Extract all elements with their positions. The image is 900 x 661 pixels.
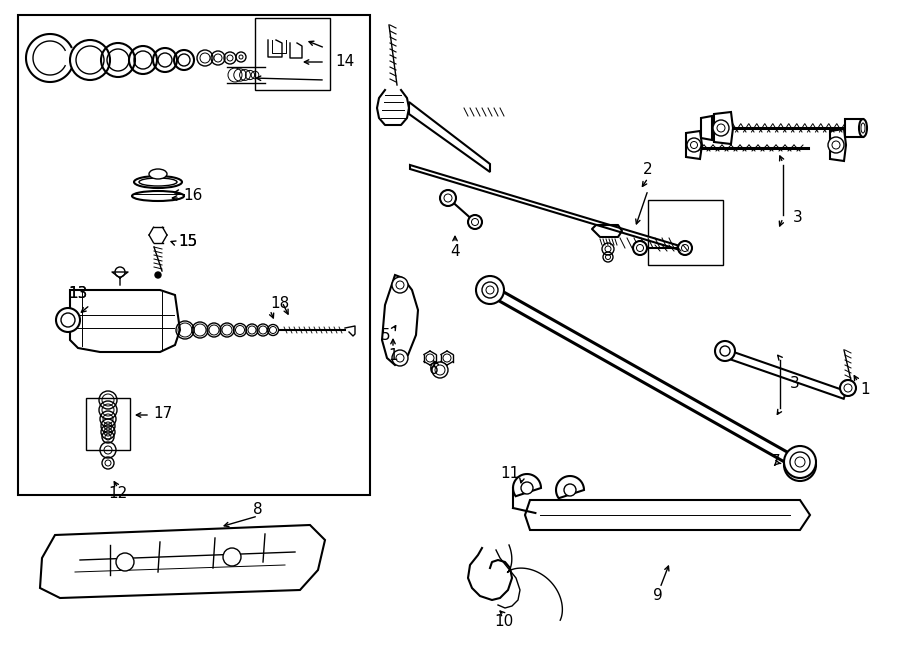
Circle shape — [840, 380, 856, 396]
Text: 12: 12 — [108, 486, 128, 502]
Text: 8: 8 — [253, 502, 263, 518]
Circle shape — [432, 362, 448, 378]
Polygon shape — [556, 476, 584, 498]
Ellipse shape — [134, 176, 182, 188]
Text: 1: 1 — [388, 348, 398, 364]
Text: 16: 16 — [183, 188, 202, 202]
Bar — [648, 200, 723, 265]
Circle shape — [116, 553, 134, 571]
Circle shape — [56, 308, 80, 332]
Polygon shape — [382, 275, 418, 365]
Text: 13: 13 — [68, 286, 87, 301]
Bar — [255, 18, 330, 90]
Circle shape — [440, 190, 456, 206]
Polygon shape — [70, 290, 180, 352]
Circle shape — [784, 449, 816, 481]
Circle shape — [633, 241, 647, 255]
Text: 5: 5 — [381, 329, 390, 344]
Circle shape — [223, 548, 241, 566]
Text: 13: 13 — [68, 286, 87, 301]
Polygon shape — [525, 500, 810, 530]
Circle shape — [687, 138, 701, 152]
Ellipse shape — [859, 119, 867, 137]
Circle shape — [392, 350, 408, 366]
Text: 9: 9 — [653, 588, 663, 603]
Polygon shape — [729, 351, 846, 399]
Circle shape — [521, 482, 533, 494]
Circle shape — [476, 276, 504, 304]
Circle shape — [715, 341, 735, 361]
Polygon shape — [845, 119, 863, 137]
Circle shape — [828, 137, 844, 153]
Circle shape — [392, 277, 408, 293]
Text: 6: 6 — [429, 362, 439, 377]
Text: 14: 14 — [335, 54, 355, 69]
Text: 1: 1 — [860, 383, 869, 397]
Polygon shape — [40, 525, 325, 598]
Text: 17: 17 — [153, 405, 172, 420]
Text: 2: 2 — [644, 163, 652, 178]
Circle shape — [155, 272, 161, 278]
Polygon shape — [830, 129, 846, 161]
Circle shape — [678, 241, 692, 255]
Polygon shape — [410, 165, 680, 250]
Text: 11: 11 — [500, 465, 520, 481]
Ellipse shape — [132, 191, 184, 201]
Circle shape — [564, 484, 576, 496]
Text: 15: 15 — [178, 235, 197, 249]
Text: 15: 15 — [178, 235, 197, 249]
Polygon shape — [701, 116, 712, 140]
Text: 7: 7 — [770, 455, 780, 469]
Circle shape — [784, 446, 816, 478]
Polygon shape — [488, 286, 803, 469]
Ellipse shape — [149, 169, 167, 179]
Text: 3: 3 — [793, 210, 803, 225]
Polygon shape — [409, 102, 490, 172]
Circle shape — [468, 215, 482, 229]
Polygon shape — [686, 131, 702, 159]
Bar — [86, 398, 130, 450]
Polygon shape — [714, 112, 733, 144]
Text: 10: 10 — [494, 615, 514, 629]
Bar — [18, 15, 370, 495]
Text: 4: 4 — [450, 245, 460, 260]
Circle shape — [713, 120, 729, 136]
Text: 3: 3 — [790, 377, 800, 391]
Polygon shape — [513, 474, 541, 496]
Text: 18: 18 — [270, 295, 289, 311]
